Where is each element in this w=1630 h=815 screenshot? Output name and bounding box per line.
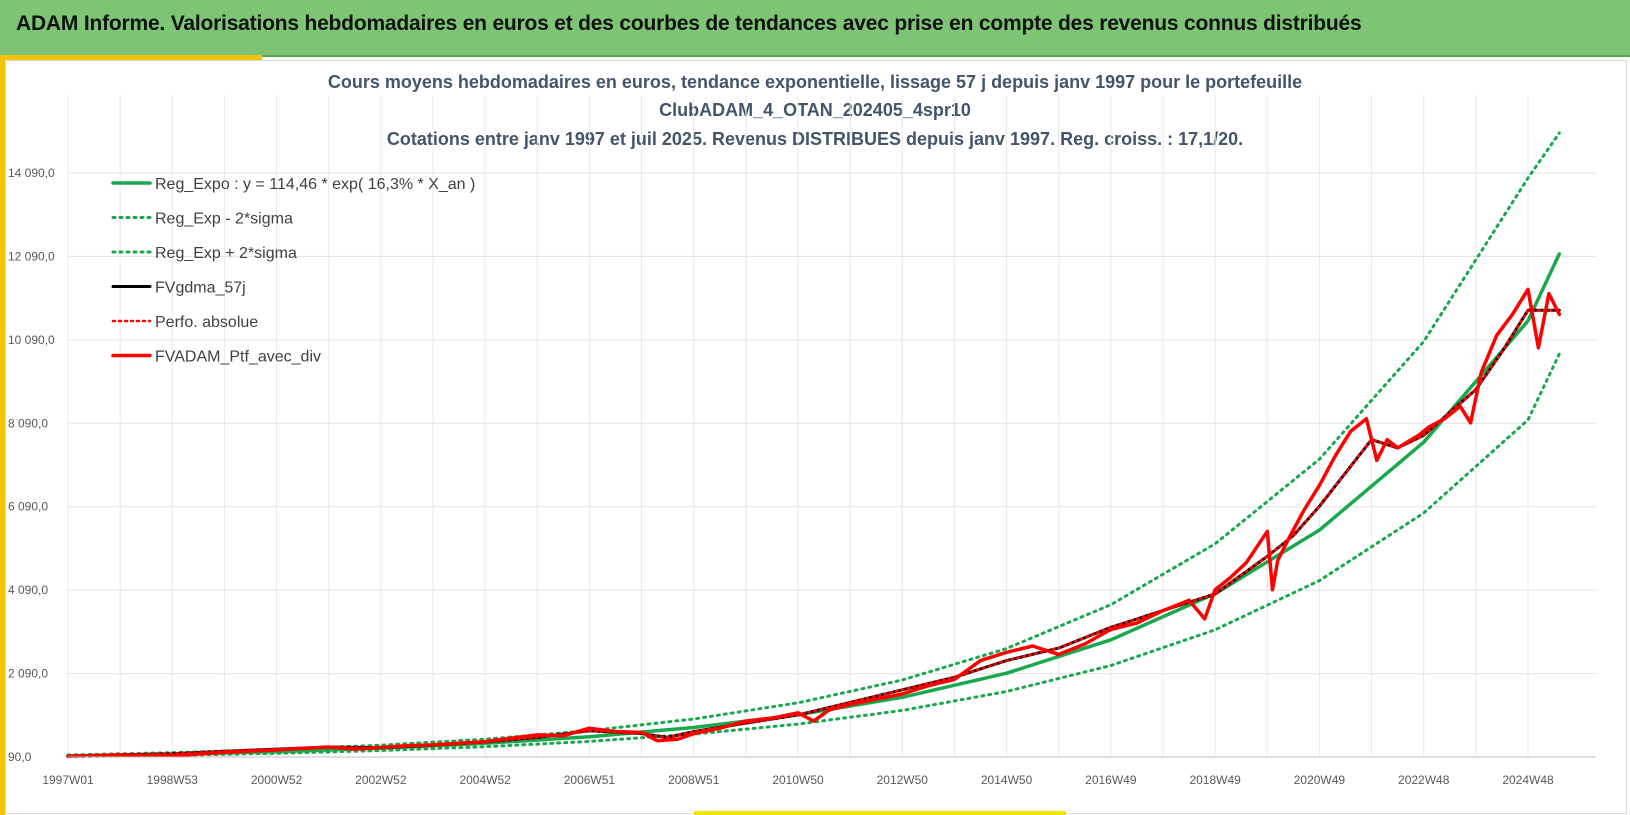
x-tick-label: 2004W52 xyxy=(459,773,511,787)
x-tick-label: 2002W52 xyxy=(355,773,407,787)
banner-title: ADAM Informe. Valorisations hebdomadaire… xyxy=(16,12,1362,35)
gridlines xyxy=(67,95,1596,758)
y-tick-label: 14 090,0 xyxy=(8,166,55,180)
x-tick-label: 2006W51 xyxy=(564,773,616,787)
chart-frame xyxy=(5,60,1627,814)
x-tick-label: 2022W48 xyxy=(1398,773,1450,787)
x-tick-label: 2024W48 xyxy=(1502,773,1554,787)
x-tick-label: 2018W49 xyxy=(1189,773,1241,787)
x-tick-label: 2008W51 xyxy=(668,773,720,787)
x-tick-label: 1998W53 xyxy=(147,773,199,787)
legend-label: FVgdma_57j xyxy=(155,280,246,297)
chart-subtitle: ClubADAM_4_OTAN_202405_4spr10 xyxy=(659,100,971,120)
y-tick-label: 90,0 xyxy=(8,750,32,764)
accent-bar-side xyxy=(0,55,5,815)
x-tick-label: 2014W50 xyxy=(981,773,1033,787)
series-line-reg-expo-y-114-46-exp-16-3-x-an xyxy=(66,252,1562,758)
x-tick-label: 1997W01 xyxy=(42,773,94,787)
y-tick-label: 6 090,0 xyxy=(8,500,48,514)
legend-label: Perfo. absolue xyxy=(155,314,258,331)
x-tick-label: 2000W52 xyxy=(251,773,303,787)
series-line-fvadam-ptf-avec-div xyxy=(66,287,1562,758)
series-line-reg-exp-2-sigma xyxy=(66,352,1561,759)
x-tick-label: 2020W49 xyxy=(1294,773,1346,787)
x-tick-label: 2010W50 xyxy=(772,773,824,787)
legend-label: Reg_Exp - 2*sigma xyxy=(155,211,293,228)
legend-label: FVADAM_Ptf_avec_div xyxy=(155,349,321,366)
legend: Reg_Expo : y = 114,46 * exp( 16,3% * X_a… xyxy=(111,176,475,366)
chart-title: Cours moyens hebdomadaires en euros, ten… xyxy=(327,72,1303,92)
y-tick-label: 2 090,0 xyxy=(8,667,48,681)
y-tick-label: 12 090,0 xyxy=(8,249,55,263)
x-tick-label: 2016W49 xyxy=(1085,773,1137,787)
legend-label: Reg_Exp + 2*sigma xyxy=(155,245,297,262)
accent-bar-top xyxy=(0,55,262,60)
axes: 90,0 2 090,0 4 090,0 6 090,0 8 090,0 10 090,0… xyxy=(8,166,1596,787)
y-tick-label: 8 090,0 xyxy=(8,416,48,430)
series-line-fvgdma-57j xyxy=(66,308,1561,758)
x-tick-label: 2012W50 xyxy=(877,773,929,787)
legend-label: Reg_Expo : y = 114,46 * exp( 16,3% * X_a… xyxy=(155,176,475,193)
y-tick-label: 4 090,0 xyxy=(8,583,48,597)
series-line-perfo-absolue xyxy=(66,308,1561,758)
y-tick-label: 10 090,0 xyxy=(8,333,55,347)
accent-bar-bottom xyxy=(694,811,1066,815)
chart-subtitle-2: Cotations entre janv 1997 et juil 2025. … xyxy=(386,129,1244,149)
banner: ADAM Informe. Valorisations hebdomadaire… xyxy=(0,0,1630,57)
series-group xyxy=(66,131,1562,759)
